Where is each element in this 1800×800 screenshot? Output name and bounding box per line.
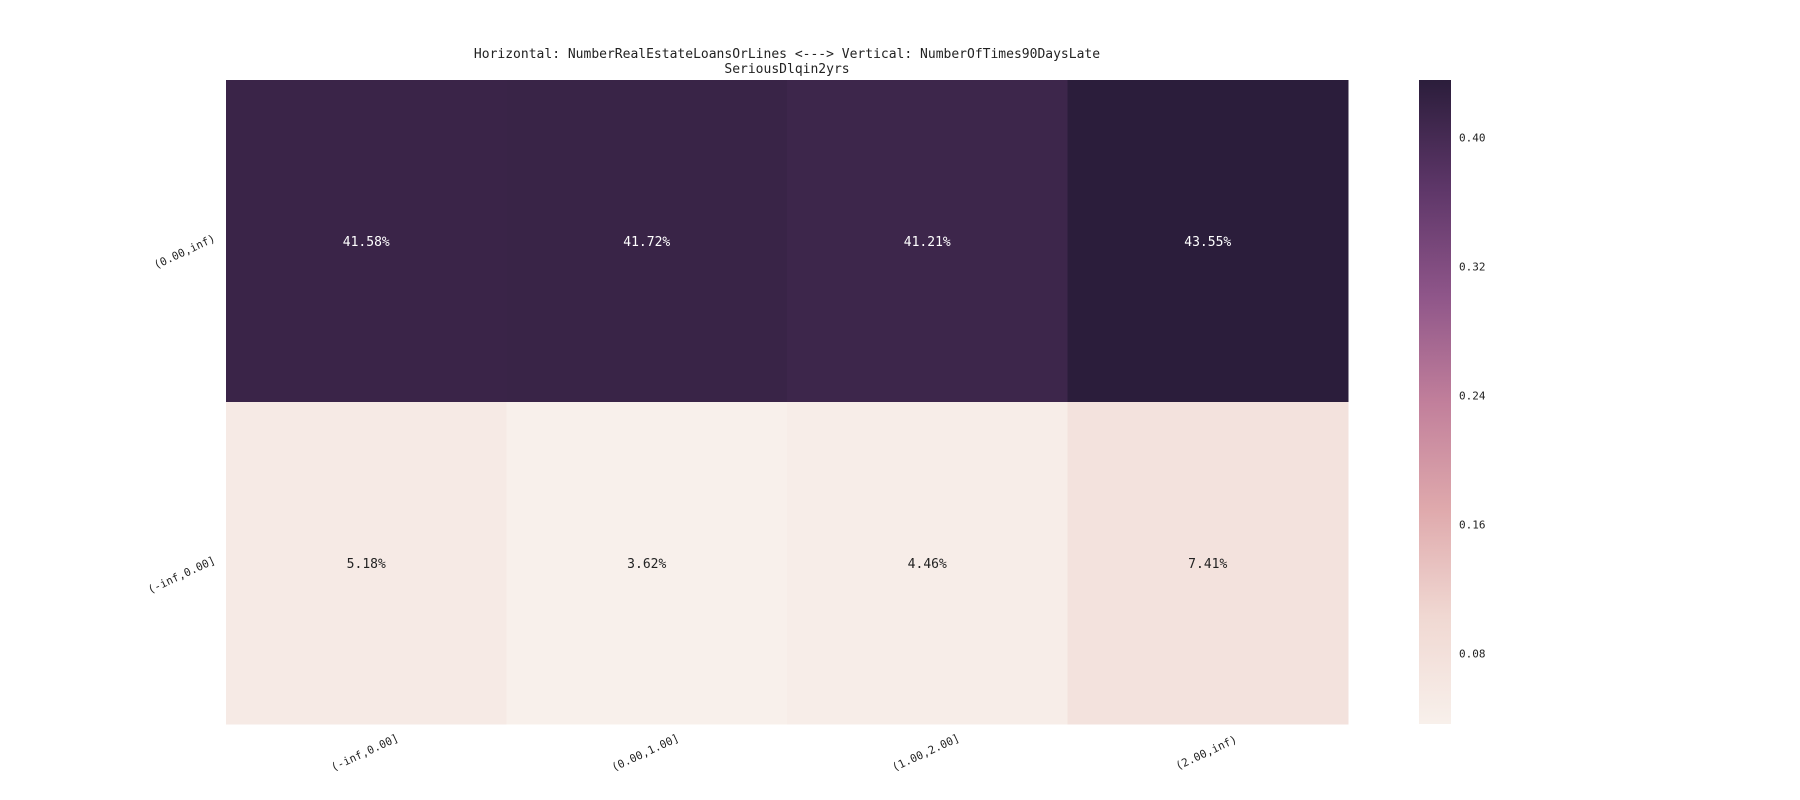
- x-tick-label: (-inf,0.00]: [329, 732, 401, 775]
- heatmap-cell: [1067, 402, 1349, 725]
- colorbar-tick-label: 0.40: [1459, 131, 1486, 144]
- heatmap-cell-label: 5.18%: [347, 557, 386, 572]
- heatmap-cell-labels: 41.58% 41.72% 41.21% 43.55% 5.18% 3.62% 4.46% 7…: [343, 235, 1232, 572]
- heatmap-cell-label: 41.21%: [904, 235, 951, 250]
- colorbar-tick-label: 0.08: [1459, 647, 1486, 660]
- colorbar-tick-label: 0.24: [1459, 389, 1486, 402]
- colorbar-tick-label: 0.32: [1459, 260, 1486, 273]
- heatmap-cell: [787, 402, 1068, 725]
- heatmap-cell-label: 4.46%: [908, 557, 947, 572]
- heatmap-cell-label: 7.41%: [1188, 557, 1227, 572]
- chart-subtitle: SeriousDlqin2yrs: [724, 62, 849, 77]
- x-tick-label: (0.00,1.00]: [610, 732, 682, 775]
- x-tick-label: (2.00,inf): [1174, 733, 1240, 773]
- heatmap-cells: [226, 80, 1349, 725]
- heatmap-cell: [506, 402, 788, 725]
- heatmap-cell: [226, 80, 507, 403]
- colorbar-gradient: [1419, 80, 1451, 724]
- colorbar: 0.08 0.16 0.24 0.32 0.40: [1419, 80, 1486, 724]
- x-axis-tick-labels: (-inf,0.00] (0.00,1.00] (1.00,2.00] (2.00,i…: [329, 732, 1239, 775]
- heatmap-cell-label: 43.55%: [1184, 235, 1231, 250]
- y-tick-label: (-inf,0.00]: [146, 554, 218, 597]
- heatmap-cell: [226, 402, 507, 725]
- x-tick-label: (1.00,2.00]: [890, 732, 962, 775]
- colorbar-tick-label: 0.16: [1459, 518, 1486, 531]
- chart-title: Horizontal: NumberRealEstateLoansOrLines…: [474, 47, 1100, 62]
- heatmap-cell-label: 3.62%: [627, 557, 666, 572]
- heatmap-cell: [787, 80, 1068, 403]
- heatmap-cell-label: 41.58%: [343, 235, 390, 250]
- heatmap-cell: [1067, 80, 1349, 403]
- y-tick-label: (0.00,inf): [152, 232, 218, 272]
- heatmap-cell-label: 41.72%: [623, 235, 670, 250]
- y-axis-tick-labels: (0.00,inf) (-inf,0.00]: [146, 232, 218, 597]
- heatmap-cell: [506, 80, 788, 403]
